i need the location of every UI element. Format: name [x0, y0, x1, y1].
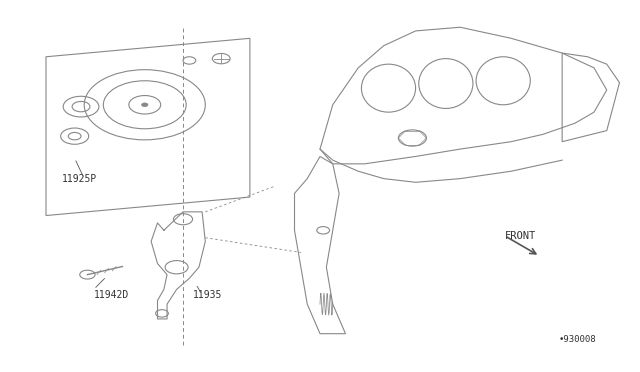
- Text: 11942D: 11942D: [94, 290, 129, 300]
- Text: FRONT: FRONT: [505, 231, 536, 241]
- Text: 11935: 11935: [193, 290, 222, 300]
- Text: 11925P: 11925P: [62, 174, 97, 184]
- Text: •930008: •930008: [559, 335, 596, 344]
- Circle shape: [141, 103, 148, 107]
